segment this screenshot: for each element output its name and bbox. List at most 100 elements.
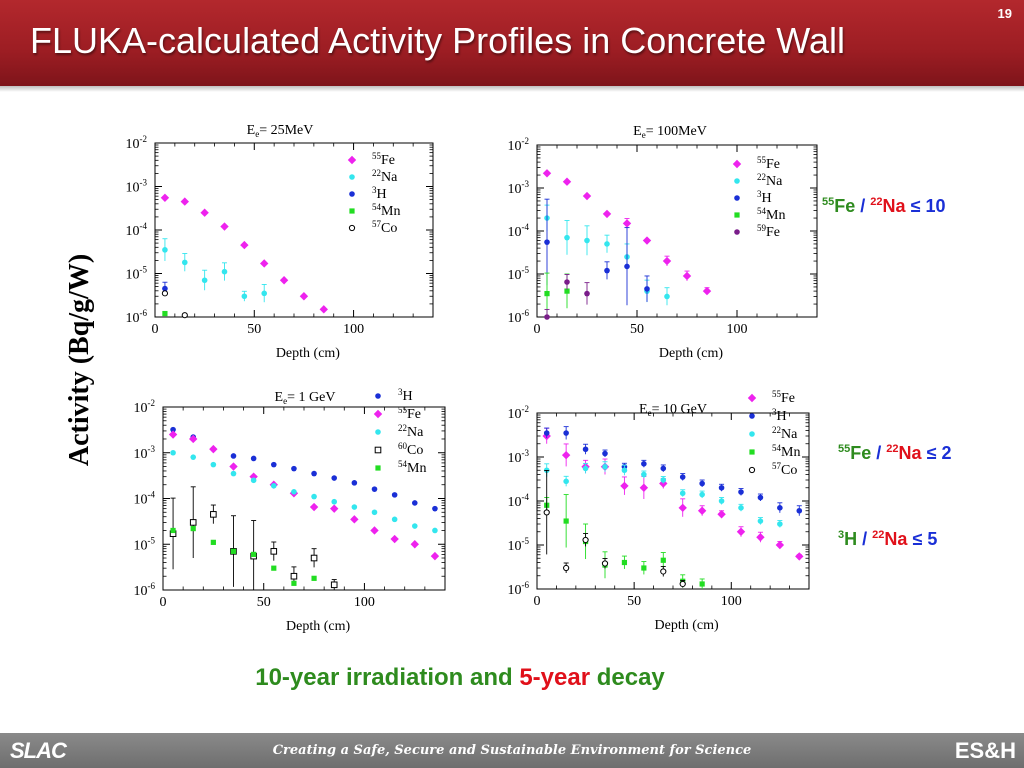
data-point-H3 <box>291 465 297 472</box>
data-point-Fe55 <box>717 510 726 519</box>
y-tick-label: 10-2 <box>508 136 530 154</box>
data-point-Na22 <box>181 259 188 266</box>
x-axis-label: Depth (cm) <box>655 618 719 633</box>
x-tick-label: 50 <box>630 322 644 337</box>
data-point-Na22 <box>351 504 358 510</box>
data-point-H3 <box>311 470 317 477</box>
data-point-Co57 <box>660 568 667 575</box>
data-point-Fe55 <box>736 527 746 536</box>
data-point-Co57 <box>161 290 169 297</box>
data-point-Na22 <box>718 498 725 504</box>
y-tick-label: 10-3 <box>134 444 156 462</box>
data-point-Fe55 <box>180 197 189 206</box>
legend-marker-H3 <box>734 195 740 201</box>
legend-label: 22Na <box>772 425 798 442</box>
data-point-Na22 <box>170 449 176 456</box>
data-point-Mn54 <box>699 581 705 587</box>
data-point-Na22 <box>564 234 570 241</box>
data-point-Na22 <box>679 490 686 497</box>
footer-bar: SLAC Creating a Safe, Secure and Sustain… <box>0 733 1024 768</box>
legend-marker-Fe59 <box>734 229 740 235</box>
esh-logo: ES&H <box>954 738 1016 763</box>
legend-marker-Na22 <box>349 174 355 180</box>
y-tick-label: 10-6 <box>508 580 530 598</box>
y-tick-label: 10-3 <box>508 448 530 466</box>
x-tick-label: 100 <box>343 322 364 337</box>
data-point-Na22 <box>757 518 764 524</box>
x-tick-label: 0 <box>160 595 167 610</box>
data-point-Fe55 <box>561 450 571 460</box>
data-point-Na22 <box>582 465 589 472</box>
chart-10gev: Ee= 10 GeV 10-2 10-3 10-4 10-5 10-6 0 50 100Dept… <box>508 389 810 633</box>
data-point-H3 <box>432 505 438 512</box>
data-point-H3 <box>699 480 705 487</box>
ratio-h3-na22-5: 3H / 22Na ≤ 5 <box>838 529 938 549</box>
data-point-Na22 <box>201 277 208 284</box>
data-point-Fe55 <box>542 169 552 178</box>
data-point-Mn54 <box>230 548 237 554</box>
data-point-H3 <box>641 461 647 467</box>
data-point-Na22 <box>641 471 647 478</box>
chart-100mev: Ee= 100MeV 10-2 10-3 10-4 10-5 10-6 0 50 100 Dept… <box>508 124 818 361</box>
legend-marker-Fe55 <box>347 155 357 165</box>
data-point-Mn54 <box>210 539 216 545</box>
data-point-H3 <box>602 450 608 457</box>
data-point-Fe59 <box>564 279 570 285</box>
data-point-Fe59 <box>584 290 590 297</box>
data-point-Na22 <box>621 467 628 474</box>
legend-label: 54Mn <box>372 202 400 219</box>
data-point-Fe55 <box>350 515 359 524</box>
data-point-H3 <box>170 426 176 433</box>
data-point-Co60 <box>290 572 298 580</box>
data-point-Fe55 <box>795 552 804 561</box>
y-tick-label: 10-4 <box>134 490 156 508</box>
chart-title: Ee= 25MeV <box>247 123 314 139</box>
data-point-Co60 <box>210 511 217 518</box>
data-point-Fe55 <box>582 191 592 201</box>
data-point-Fe55 <box>642 236 652 245</box>
y-tick-label: 10-4 <box>126 221 148 239</box>
data-point-Na22 <box>190 454 197 460</box>
data-point-H3 <box>411 500 418 506</box>
plot-frame <box>162 406 446 591</box>
data-point-Na22 <box>230 470 237 477</box>
data-point-Fe55 <box>620 481 629 491</box>
data-point-H3 <box>270 461 277 468</box>
legend-label: 55Fe <box>757 155 780 172</box>
data-point-H3 <box>371 486 378 492</box>
data-point-Na22 <box>210 461 217 468</box>
legend-label: 59Fe <box>757 223 780 240</box>
data-point-Co57 <box>582 536 589 544</box>
irradiation-caption: 10-year irradiation and 5-year decay <box>0 664 920 692</box>
data-point-Fe55 <box>639 483 649 492</box>
data-point-Na22 <box>221 268 228 275</box>
chart-title: Ee= 100MeV <box>633 124 707 140</box>
data-point-Fe55 <box>279 276 289 285</box>
legend-label: 60Co <box>398 441 423 458</box>
x-axis-label: Depth (cm) <box>659 346 723 361</box>
legend-marker-Fe55 <box>732 159 742 169</box>
data-point-H3 <box>391 492 398 498</box>
data-point-Mn54 <box>162 310 168 317</box>
data-point-Na22 <box>738 505 744 511</box>
legend-label: 57Co <box>372 219 397 236</box>
data-point-Fe55 <box>220 222 229 231</box>
y-tick-label: 10-4 <box>508 222 530 240</box>
data-point-Na22 <box>371 509 378 516</box>
data-point-H3 <box>250 455 257 462</box>
legend-marker-H3 <box>749 413 755 419</box>
data-point-H3 <box>230 453 237 459</box>
y-tick-label: 10-6 <box>126 308 148 326</box>
data-point-Fe55 <box>189 434 198 444</box>
y-tick-label: 10-3 <box>126 178 148 196</box>
data-point-Fe55 <box>260 259 269 268</box>
legend-label: 22Na <box>757 172 783 189</box>
data-point-Na22 <box>664 293 670 300</box>
data-point-Co57 <box>563 564 570 572</box>
data-point-Fe55 <box>662 256 672 266</box>
data-point-Mn54 <box>621 559 628 566</box>
y-tick-label: 10-5 <box>508 265 530 283</box>
caption-part-2: 5-year <box>519 664 591 691</box>
y-axis-label: Activity (Bq/g/W) <box>64 253 95 467</box>
data-point-Fe55 <box>330 504 339 513</box>
